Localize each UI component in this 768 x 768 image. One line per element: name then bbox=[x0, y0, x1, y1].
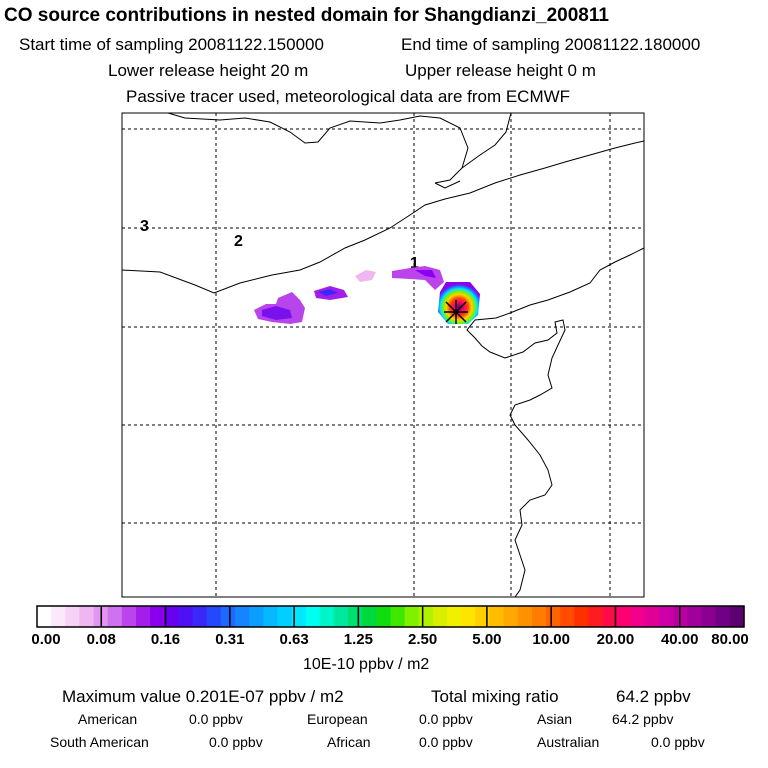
colorbar-tick-label: 80.00 bbox=[711, 631, 749, 648]
colorbar-cell bbox=[546, 606, 561, 627]
colorbar-cell bbox=[517, 606, 533, 627]
colorbar-cell bbox=[560, 606, 575, 627]
map-title: CO source contributions in nested domain… bbox=[4, 5, 609, 26]
colorbar-cell bbox=[701, 606, 717, 627]
colorbar-cell bbox=[588, 606, 604, 627]
african-label: African bbox=[327, 734, 371, 750]
colorbar-cell bbox=[645, 606, 660, 627]
colorbar-cell bbox=[65, 606, 81, 627]
colorbar-frame bbox=[36, 605, 745, 628]
colorbar-cell bbox=[150, 606, 165, 627]
colorbar-cell bbox=[107, 606, 123, 627]
colorbar-cell bbox=[164, 606, 179, 627]
map-frame bbox=[121, 112, 645, 598]
region-label-2: 2 bbox=[234, 233, 243, 250]
total-mixing-value: 64.2 ppbv bbox=[616, 687, 691, 706]
colorbar-cell bbox=[659, 606, 674, 627]
colorbar-cell bbox=[135, 606, 151, 627]
asian-value: 64.2 ppbv bbox=[612, 711, 674, 727]
colorbar-cell bbox=[715, 606, 731, 627]
colorbar-cell bbox=[37, 606, 52, 627]
colorbar-cell bbox=[602, 606, 618, 627]
tracer-note: Passive tracer used, meteorological data… bbox=[126, 87, 571, 106]
colorbar-cell bbox=[574, 606, 590, 627]
colorbar-cell bbox=[418, 606, 434, 627]
colorbar-tick-label: 5.00 bbox=[472, 631, 502, 648]
asian-label: Asian bbox=[537, 711, 573, 727]
european-value: 0.0 ppbv bbox=[419, 711, 473, 727]
colorbar-cell bbox=[333, 606, 349, 627]
colorbar-cell bbox=[687, 606, 703, 627]
colorbar-cell bbox=[404, 606, 420, 627]
colorbar-tick-label: 0.63 bbox=[279, 631, 309, 648]
south-american-label: South American bbox=[50, 734, 149, 750]
colorbar-cell bbox=[531, 606, 547, 627]
european-label: European bbox=[307, 711, 368, 727]
colorbar-cell bbox=[51, 606, 66, 627]
colorbar-cell bbox=[447, 606, 462, 627]
total-mixing-label: Total mixing ratio bbox=[431, 687, 559, 706]
colorbar-tick-label: 1.25 bbox=[343, 631, 373, 648]
colorbar-cell bbox=[432, 606, 448, 627]
colorbar-cell bbox=[249, 606, 264, 627]
colorbar-cell bbox=[630, 606, 646, 627]
boundary-lines bbox=[121, 112, 645, 598]
colorbar-cell bbox=[121, 606, 137, 627]
colorbar-cell bbox=[503, 606, 519, 627]
colorbar-cell bbox=[178, 606, 194, 627]
colorbar-tick-label: 40.00 bbox=[660, 631, 699, 648]
end-time-label: End time of sampling 20081122.180000 bbox=[401, 35, 701, 54]
colorbar-cell bbox=[616, 606, 632, 627]
upper-release-label: Upper release height 0 m bbox=[405, 61, 596, 80]
concentration-plume bbox=[254, 266, 480, 324]
colorbar-cells bbox=[37, 606, 745, 627]
colorbar-tick-label: 0.31 bbox=[215, 631, 245, 648]
colorbar-unit: 10E-10 ppbv / m2 bbox=[303, 656, 430, 673]
colorbar-cell bbox=[489, 606, 505, 627]
colorbar-cell bbox=[376, 606, 392, 627]
colorbar-cell bbox=[277, 606, 293, 627]
graticule bbox=[122, 113, 644, 597]
colorbar-cell bbox=[729, 606, 745, 627]
american-value: 0.0 ppbv bbox=[189, 711, 243, 727]
colorbar-tick-label: 10.00 bbox=[532, 631, 570, 648]
colorbar-cell bbox=[390, 606, 406, 627]
colorbar-tick-label: 0.00 bbox=[31, 631, 61, 648]
colorbar-cell bbox=[220, 606, 236, 627]
colorbar-cell bbox=[79, 606, 95, 627]
colorbar-cell bbox=[362, 606, 377, 627]
colorbar-separators bbox=[100, 606, 681, 627]
colorbar-cell bbox=[291, 606, 307, 627]
colorbar-cell bbox=[348, 606, 363, 627]
australian-label: Australian bbox=[537, 734, 600, 750]
lower-release-label: Lower release height 20 m bbox=[108, 61, 309, 80]
colorbar-cell bbox=[206, 606, 222, 627]
australian-value: 0.0 ppbv bbox=[651, 734, 705, 750]
region-label-3: 3 bbox=[140, 218, 149, 235]
american-label: American bbox=[78, 711, 138, 727]
colorbar-cell bbox=[673, 606, 689, 627]
african-value: 0.0 ppbv bbox=[419, 734, 473, 750]
south-american-value: 0.0 ppbv bbox=[209, 734, 263, 750]
colorbar-cell bbox=[192, 606, 208, 627]
start-time-label: Start time of sampling 20081122.150000 bbox=[19, 35, 324, 54]
region-label-1: 1 bbox=[410, 255, 419, 272]
colorbar-cell bbox=[461, 606, 476, 627]
receptor-x-marker-icon bbox=[444, 300, 468, 324]
colorbar-cell bbox=[263, 606, 278, 627]
colorbar-tick-label: 0.16 bbox=[150, 631, 181, 648]
max-value-label: Maximum value 0.201E-07 ppbv / m2 bbox=[62, 687, 344, 706]
colorbar-cell bbox=[234, 606, 250, 627]
colorbar-tick-label: 2.50 bbox=[408, 631, 438, 648]
colorbar-cell bbox=[305, 606, 321, 627]
colorbar-cell bbox=[475, 606, 491, 627]
colorbar-tick-label: 20.00 bbox=[596, 631, 635, 648]
colorbar-tick-label: 0.08 bbox=[86, 631, 116, 648]
colorbar-cell bbox=[319, 606, 335, 627]
